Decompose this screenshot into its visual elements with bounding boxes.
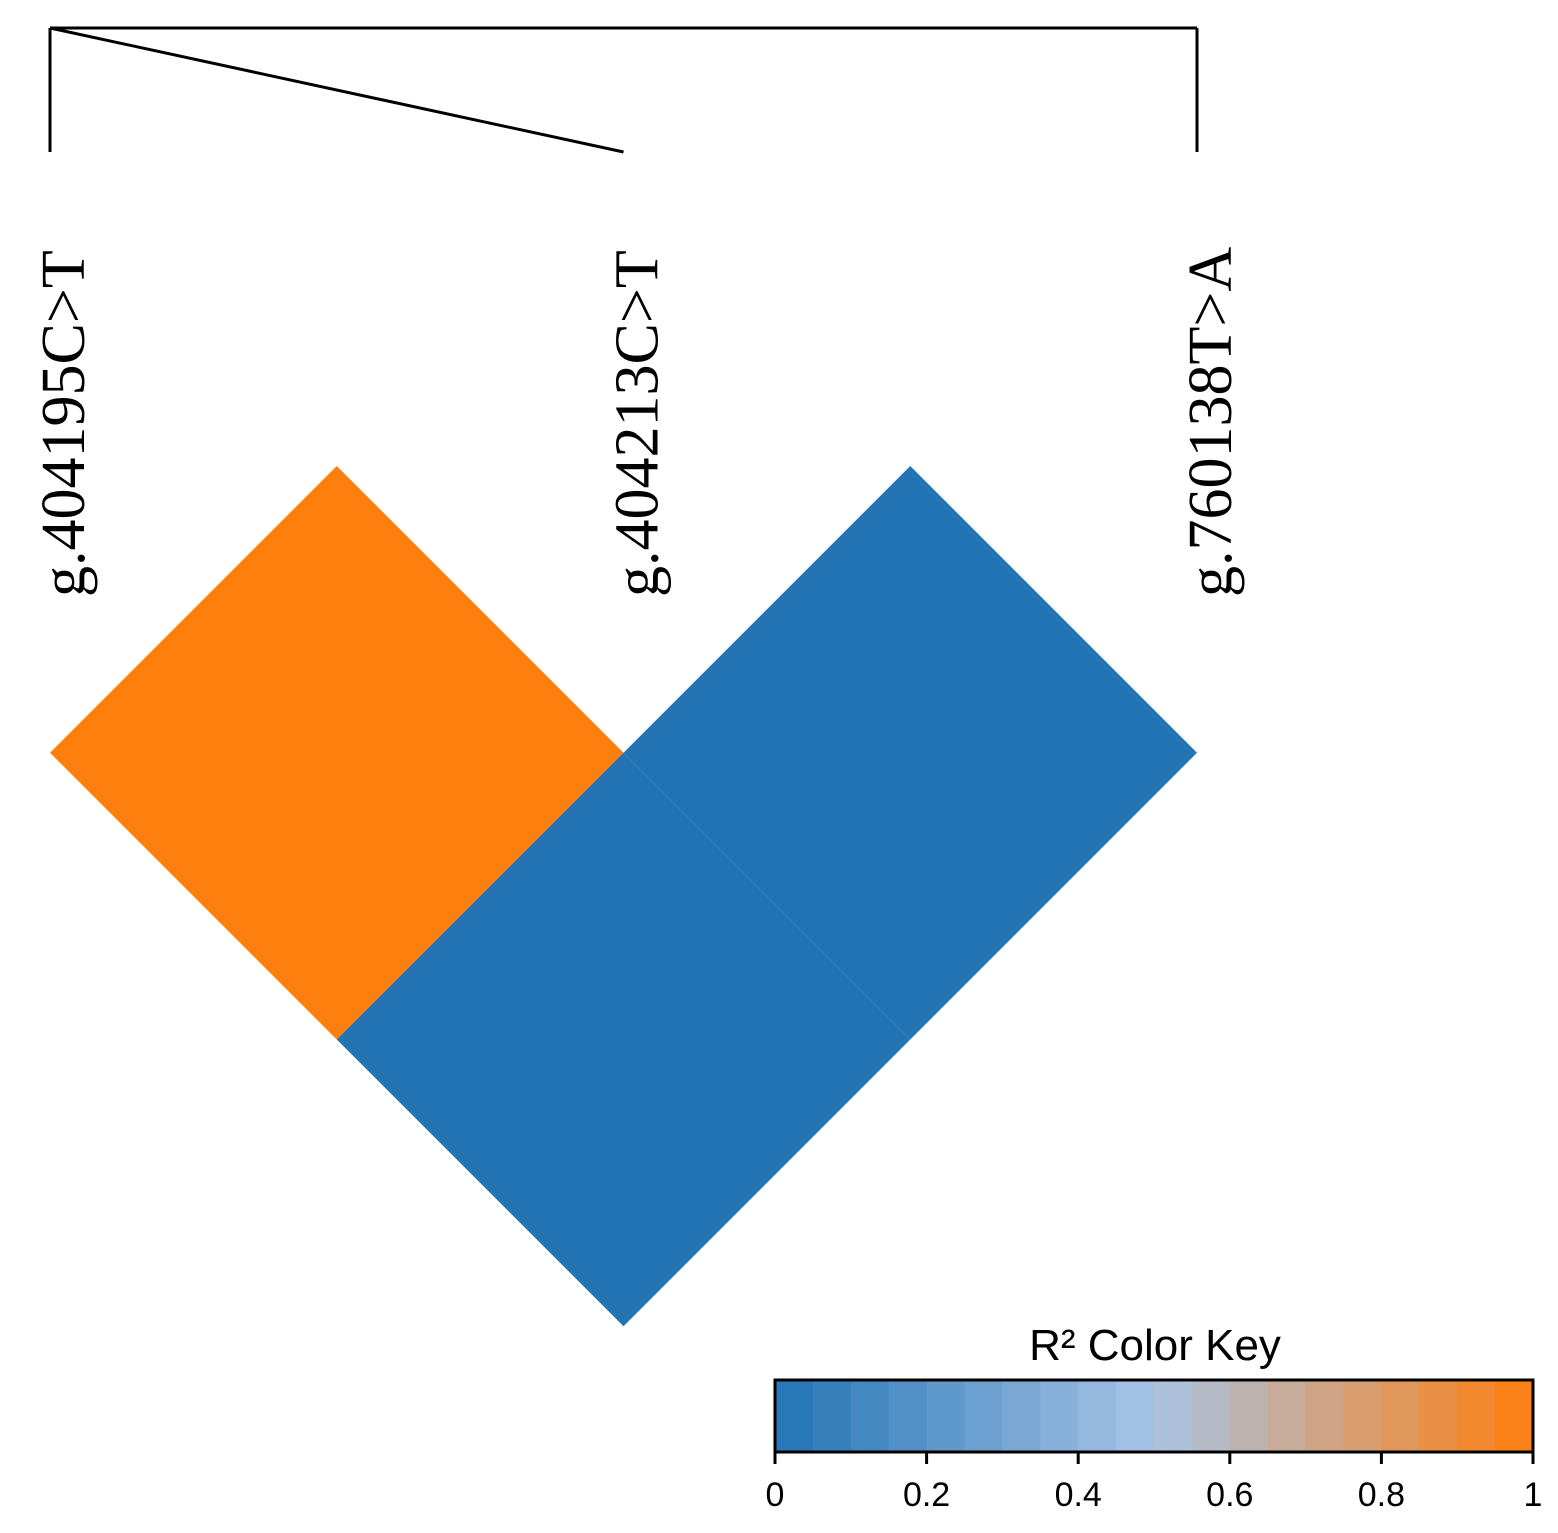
key-tick-label: 0.4 [1055,1476,1102,1514]
color-key-band [850,1380,890,1452]
snp-label: g.404213C>T [604,250,672,597]
color-key-band [1267,1380,1307,1452]
color-key-frame [773,1378,1535,1454]
color-key-band [1191,1380,1231,1452]
key-tick-label: 0.8 [1358,1476,1405,1514]
color-key-band [1229,1380,1269,1452]
color-key-band [926,1380,965,1452]
key-tick-label: 0.2 [903,1476,950,1514]
key-tick-label: 0 [766,1476,785,1514]
key-tick-label: 0.6 [1206,1476,1253,1514]
color-key-band [1002,1380,1041,1452]
color-key-band [1495,1380,1534,1452]
ld-cell [623,466,1197,1040]
color-key-band [1457,1380,1496,1452]
snp-label: g.760138T>A [1177,247,1245,597]
color-key-band [1305,1380,1344,1452]
color-key-band [1078,1380,1117,1452]
color-key-band [1116,1380,1155,1452]
color-key-band [1343,1380,1382,1452]
color-key-band [964,1380,1003,1452]
color-key-band [1381,1380,1420,1452]
color-key-band [888,1380,928,1452]
color-key-band [1419,1380,1458,1452]
snp-label: g.404195C>T [30,250,98,597]
map-connector [49,26,624,154]
color-key-band [1040,1380,1079,1452]
color-key-band [775,1380,814,1452]
color-key-band [812,1380,852,1452]
key-tick-label: 1 [1524,1476,1543,1514]
color-key-band [1154,1380,1193,1452]
color-key-title: R² Color Key [1029,1321,1281,1370]
